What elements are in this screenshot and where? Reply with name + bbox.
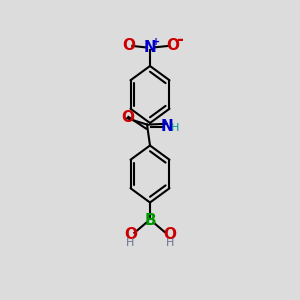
Text: O: O	[122, 38, 135, 53]
Text: +: +	[152, 37, 160, 47]
Text: O: O	[166, 38, 179, 53]
Text: H: H	[170, 123, 179, 133]
Text: H: H	[166, 238, 175, 248]
Text: H: H	[125, 238, 134, 248]
Text: -: -	[176, 32, 182, 50]
Text: B: B	[144, 213, 156, 228]
Text: O: O	[121, 110, 134, 125]
Text: O: O	[124, 227, 137, 242]
Text: O: O	[163, 227, 176, 242]
Text: N: N	[160, 119, 173, 134]
Text: N: N	[144, 40, 156, 55]
